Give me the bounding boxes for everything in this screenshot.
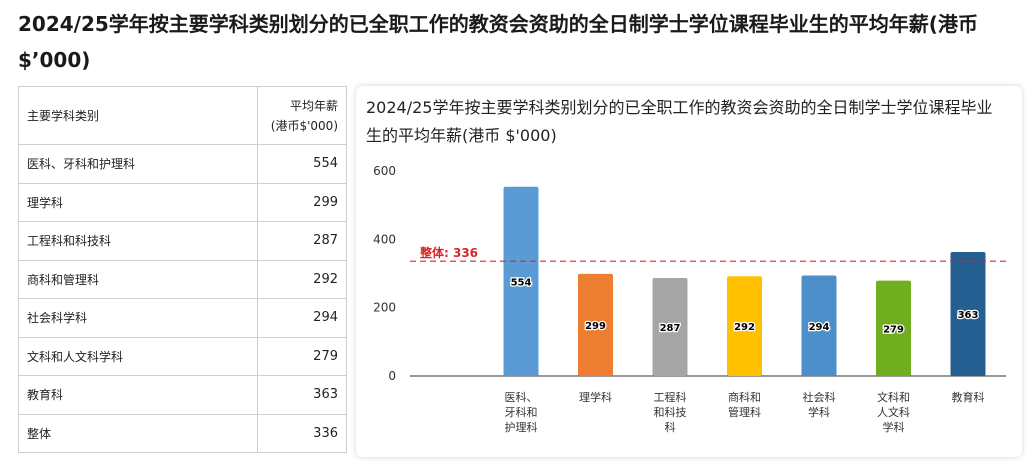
y-tick-label: 0 bbox=[388, 369, 396, 383]
x-tick-label: 商科和 bbox=[728, 390, 761, 404]
x-tick-label: 医科、 bbox=[505, 390, 538, 404]
row-salary: 292 bbox=[257, 259, 347, 299]
row-category: 商科和管理科 bbox=[18, 259, 258, 299]
bar-value-label: 554 bbox=[511, 277, 532, 288]
x-tick-label: 文科和 bbox=[877, 390, 910, 404]
row-category: 医科、牙科和护理科 bbox=[18, 144, 258, 184]
reference-line-label: 整体: 336 bbox=[419, 245, 478, 260]
row-category: 教育科 bbox=[18, 375, 258, 415]
row-category: 整体 bbox=[18, 413, 258, 453]
column-header-category: 主要学科类别 bbox=[18, 86, 258, 145]
chart-card: 2024/25学年按主要学科类别划分的已全职工作的教资会资助的全日制学士学位课程… bbox=[356, 86, 1022, 457]
y-tick-label: 600 bbox=[373, 164, 396, 178]
x-tick-label: 学科 bbox=[808, 405, 830, 419]
bar-value-label: 363 bbox=[958, 310, 979, 321]
row-category: 文科和人文科学科 bbox=[18, 336, 258, 376]
bar bbox=[652, 277, 688, 376]
row-salary: 279 bbox=[257, 336, 347, 376]
table-row: 文科和人文科学科 279 bbox=[18, 336, 347, 376]
x-tick-label: 科 bbox=[665, 420, 676, 434]
x-tick-label: 工程科 bbox=[654, 390, 687, 404]
bar-value-label: 292 bbox=[734, 322, 755, 333]
x-tick-label: 和科技 bbox=[654, 405, 687, 419]
table-row: 理学科 299 bbox=[18, 182, 347, 222]
x-tick-label: 护理科 bbox=[505, 420, 538, 434]
bar bbox=[503, 186, 539, 376]
salary-header-line1: 平均年薪 bbox=[289, 98, 338, 113]
bar-value-label: 299 bbox=[585, 321, 606, 332]
x-tick-label: 管理科 bbox=[728, 405, 761, 419]
y-tick-label: 200 bbox=[373, 301, 396, 315]
x-tick-label: 社会科 bbox=[803, 390, 836, 404]
x-tick-label: 人文科 bbox=[877, 405, 910, 419]
row-salary: 363 bbox=[257, 375, 347, 415]
table-row: 工程科和科技科 287 bbox=[18, 221, 347, 261]
bar-chart: 0 200 400 600 554 医科、牙科和护理科 299 理学科 287 工程科和科技科 29… bbox=[373, 164, 1006, 434]
page-title: 2024/25学年按主要学科类别划分的已全职工作的教资会资助的全日制学士学位课程… bbox=[18, 12, 978, 72]
column-header-salary: 平均年薪 (港币$'000) bbox=[257, 86, 347, 145]
row-salary: 287 bbox=[257, 221, 347, 261]
bar bbox=[950, 251, 986, 376]
table-row: 医科、牙科和护理科 554 bbox=[18, 144, 347, 184]
table-header-row: 主要学科类别 平均年薪 (港币$'000) bbox=[18, 86, 347, 145]
row-salary: 299 bbox=[257, 182, 347, 222]
salary-header-line2: (港币$'000) bbox=[270, 118, 338, 133]
bar bbox=[578, 273, 613, 376]
bar bbox=[801, 275, 837, 376]
row-salary: 554 bbox=[257, 144, 347, 184]
row-salary: 294 bbox=[257, 298, 347, 338]
y-tick-label: 400 bbox=[373, 232, 396, 246]
bar-value-label: 287 bbox=[660, 323, 681, 334]
bar-value-label: 294 bbox=[809, 322, 830, 333]
table-body: 医科、牙科和护理科 554 理学科 299 工程科和科技科 287 商科和管理科 292 社会科… bbox=[18, 144, 347, 453]
x-tick-label: 牙科和 bbox=[505, 405, 538, 419]
row-category: 工程科和科技科 bbox=[18, 221, 258, 261]
x-tick-label: 理学科 bbox=[579, 390, 612, 404]
bar bbox=[876, 280, 911, 376]
row-category: 理学科 bbox=[18, 182, 258, 222]
x-tick-label: 学科 bbox=[883, 420, 905, 434]
table-row: 教育科 363 bbox=[18, 375, 347, 415]
bar bbox=[727, 276, 762, 376]
row-category: 社会科学科 bbox=[18, 298, 258, 338]
bar-value-label: 279 bbox=[883, 324, 904, 335]
chart-title: 2024/25学年按主要学科类别划分的已全职工作的教资会资助的全日制学士学位课程… bbox=[366, 98, 993, 145]
table-row: 商科和管理科 292 bbox=[18, 259, 347, 299]
table-row: 社会科学科 294 bbox=[18, 298, 347, 338]
x-tick-label: 教育科 bbox=[952, 390, 985, 404]
salary-table: 主要学科类别 平均年薪 (港币$'000) 医科、牙科和护理科 554 理学科 299… bbox=[18, 86, 347, 453]
row-salary: 336 bbox=[257, 413, 347, 453]
table-row: 整体 336 bbox=[18, 413, 347, 453]
